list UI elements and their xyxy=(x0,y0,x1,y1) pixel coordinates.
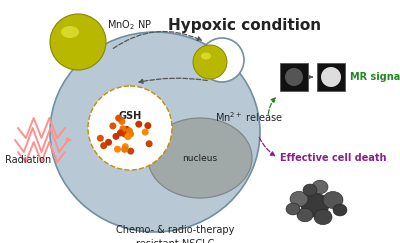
Ellipse shape xyxy=(323,191,343,208)
Circle shape xyxy=(88,86,172,170)
FancyBboxPatch shape xyxy=(317,63,345,91)
Ellipse shape xyxy=(201,52,211,60)
Text: Effective cell death: Effective cell death xyxy=(280,153,386,163)
Ellipse shape xyxy=(286,203,300,215)
Circle shape xyxy=(100,142,107,149)
Circle shape xyxy=(127,130,134,138)
Circle shape xyxy=(121,146,128,153)
Circle shape xyxy=(200,38,244,82)
FancyBboxPatch shape xyxy=(280,63,308,91)
Circle shape xyxy=(285,68,303,86)
Circle shape xyxy=(127,148,134,155)
Ellipse shape xyxy=(148,118,252,198)
Ellipse shape xyxy=(50,32,260,232)
Circle shape xyxy=(193,45,227,79)
Circle shape xyxy=(109,122,116,130)
Ellipse shape xyxy=(301,193,329,217)
Ellipse shape xyxy=(290,191,308,207)
Circle shape xyxy=(50,14,106,70)
Circle shape xyxy=(123,126,130,133)
Circle shape xyxy=(118,118,126,125)
Text: Mn$^{2+}$ release: Mn$^{2+}$ release xyxy=(215,110,283,124)
Circle shape xyxy=(122,143,129,150)
Circle shape xyxy=(321,67,341,87)
Circle shape xyxy=(117,130,124,136)
Circle shape xyxy=(105,139,112,146)
Ellipse shape xyxy=(297,208,313,222)
Text: GSH: GSH xyxy=(118,111,142,121)
Ellipse shape xyxy=(314,209,332,225)
Circle shape xyxy=(144,122,151,129)
Text: nucleus: nucleus xyxy=(182,154,218,163)
Text: Chemo- & radio-therapy
resistant NSCLC: Chemo- & radio-therapy resistant NSCLC xyxy=(116,225,234,243)
Text: Hypoxic condition: Hypoxic condition xyxy=(168,18,322,33)
Circle shape xyxy=(146,140,153,147)
Circle shape xyxy=(135,121,142,128)
Text: Radiation: Radiation xyxy=(5,155,51,165)
Circle shape xyxy=(120,125,126,132)
Circle shape xyxy=(112,133,120,140)
Circle shape xyxy=(126,128,133,135)
Text: MnO$_2$ NP: MnO$_2$ NP xyxy=(107,18,152,32)
Circle shape xyxy=(142,129,149,136)
Ellipse shape xyxy=(312,180,328,194)
Ellipse shape xyxy=(303,184,317,196)
Circle shape xyxy=(121,130,128,138)
Circle shape xyxy=(114,146,121,153)
Ellipse shape xyxy=(61,26,79,38)
Circle shape xyxy=(115,115,122,122)
Circle shape xyxy=(97,135,104,142)
Text: MR signal turn ON: MR signal turn ON xyxy=(350,72,400,82)
Circle shape xyxy=(124,133,132,140)
Ellipse shape xyxy=(333,204,347,216)
